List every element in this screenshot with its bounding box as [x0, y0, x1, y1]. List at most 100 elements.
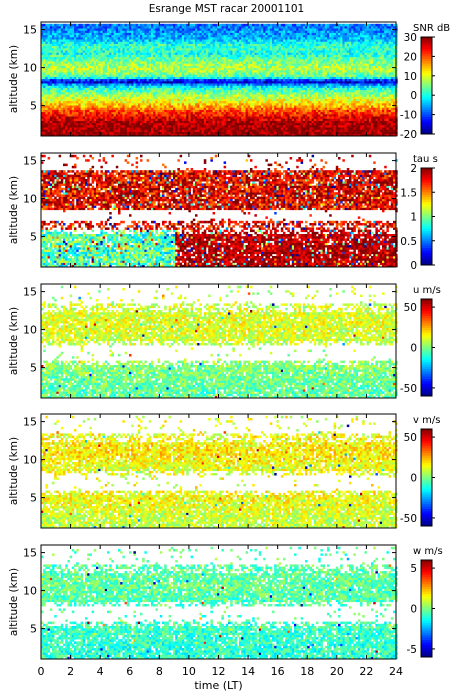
heatmap-cell [52, 107, 55, 110]
heatmap-cell [105, 96, 108, 99]
heatmap-cell [67, 132, 70, 135]
heatmap-cell [237, 129, 240, 132]
heatmap-cell [243, 103, 246, 106]
heatmap-cell [230, 88, 233, 91]
heatmap-cell [378, 99, 381, 102]
heatmap-cell [274, 103, 277, 106]
heatmap-cell [155, 112, 158, 115]
heatmap-cell [382, 96, 385, 99]
heatmap-cell [151, 127, 154, 130]
heatmap-cell [367, 85, 370, 88]
heatmap-cell [195, 96, 198, 99]
heatmap-cell [292, 79, 295, 82]
heatmap-cell [54, 107, 57, 110]
heatmap-cell [281, 132, 284, 135]
heatmap-cell [243, 110, 246, 113]
heatmap-cell [301, 101, 304, 104]
heatmap-cell [100, 114, 103, 117]
heatmap-cell [356, 83, 359, 86]
heatmap-cell [147, 92, 150, 95]
heatmap-cell [307, 79, 310, 82]
heatmap-cell [65, 77, 68, 80]
heatmap-cell [250, 81, 253, 84]
heatmap-cell [186, 125, 189, 128]
heatmap-cell [221, 83, 224, 86]
heatmap-cell [340, 81, 343, 84]
heatmap-cell [221, 79, 224, 82]
heatmap-cell [158, 125, 161, 128]
heatmap-cell [281, 127, 284, 130]
heatmap-cell [342, 112, 345, 115]
heatmap-cell [206, 94, 209, 97]
heatmap-cell [323, 127, 326, 130]
heatmap-cell [98, 85, 101, 88]
heatmap-cell [296, 110, 299, 113]
heatmap-cell [206, 90, 209, 93]
heatmap-cell [353, 94, 356, 97]
heatmap-cell [92, 90, 95, 93]
heatmap-cell [252, 121, 255, 124]
heatmap-cell [347, 101, 350, 104]
heatmap-cell [285, 127, 288, 130]
heatmap-cell [100, 121, 103, 124]
heatmap-cell [186, 99, 189, 102]
heatmap-cell [177, 116, 180, 119]
heatmap-cell [360, 83, 363, 86]
heatmap-cell [219, 105, 222, 108]
heatmap-cell [314, 125, 317, 128]
heatmap-cell [125, 114, 128, 117]
heatmap-cell [246, 90, 249, 93]
heatmap-cell [144, 127, 147, 130]
heatmap-cell [342, 129, 345, 132]
heatmap-cell [232, 125, 235, 128]
heatmap-cell [160, 99, 163, 102]
heatmap-cell [138, 105, 141, 108]
heatmap-cell [180, 103, 183, 106]
heatmap-cell [136, 94, 139, 97]
heatmap-cell [320, 94, 323, 97]
heatmap-cell [252, 118, 255, 121]
heatmap-cell [138, 112, 141, 115]
heatmap-cell [54, 88, 57, 91]
heatmap-cell [197, 92, 200, 95]
heatmap-cell [257, 123, 260, 126]
heatmap-cell [334, 79, 337, 82]
heatmap-cell [325, 85, 328, 88]
heatmap-cell [61, 96, 64, 99]
heatmap-cell [127, 112, 130, 115]
heatmap-cell [327, 129, 330, 132]
heatmap-cell [74, 103, 77, 106]
heatmap-cell [59, 127, 62, 130]
heatmap-cell [67, 90, 70, 93]
heatmap-cell [327, 125, 330, 128]
heatmap-cell [166, 92, 169, 95]
heatmap-cell [246, 96, 249, 99]
heatmap-cell [63, 77, 66, 80]
heatmap-cell [162, 101, 165, 104]
heatmap-cell [294, 92, 297, 95]
heatmap-cell [92, 112, 95, 115]
heatmap-cell [340, 99, 343, 102]
heatmap-cell [279, 125, 282, 128]
heatmap-cell [314, 129, 317, 132]
heatmap-cell [316, 116, 319, 119]
heatmap-cell [257, 85, 260, 88]
heatmap-cell [268, 81, 271, 84]
heatmap-cell [316, 123, 319, 126]
heatmap-cell [138, 85, 141, 88]
heatmap-cell [43, 85, 46, 88]
heatmap-cell [340, 125, 343, 128]
heatmap-cell [259, 101, 262, 104]
heatmap-cell [160, 123, 163, 126]
heatmap-cell [149, 85, 152, 88]
heatmap-cell [254, 105, 257, 108]
heatmap-cell [342, 114, 345, 117]
heatmap-cell [92, 125, 95, 128]
heatmap-cell [63, 121, 66, 124]
heatmap-cell [72, 81, 75, 84]
heatmap-cell [309, 81, 312, 84]
heatmap-cell [276, 105, 279, 108]
heatmap-cell [351, 85, 354, 88]
heatmap-cell [312, 94, 315, 97]
heatmap-cell [96, 88, 99, 91]
